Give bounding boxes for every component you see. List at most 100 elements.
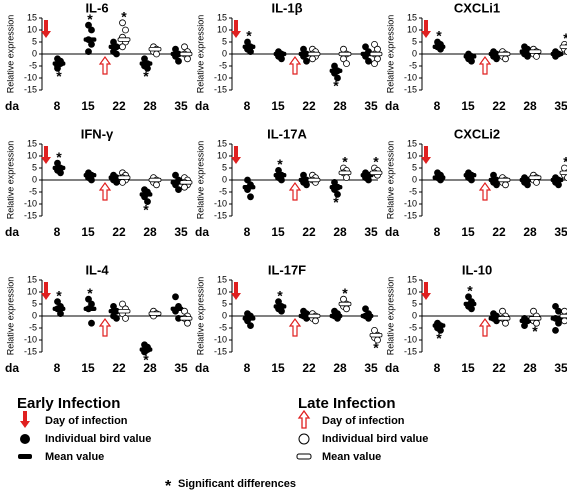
significance-marker: * — [436, 330, 442, 346]
bird-value — [310, 56, 316, 62]
significance-marker: * — [563, 30, 567, 46]
x-tick-label: 35 — [554, 99, 567, 113]
y-tick-label: -10 — [214, 334, 227, 344]
y-tick-label: 10 — [407, 286, 417, 296]
mean-value — [53, 62, 65, 66]
x-axis-label: da — [385, 361, 399, 375]
infection-arrow — [100, 319, 110, 336]
bird-value — [503, 56, 509, 62]
x-tick-label: 8 — [434, 225, 441, 239]
x-tick-label: 22 — [302, 99, 316, 113]
mean-value — [433, 45, 445, 49]
mean-value — [551, 52, 563, 56]
significance-marker: * — [333, 78, 339, 94]
infection-arrow — [290, 183, 300, 200]
bird-value — [525, 53, 531, 59]
x-tick-label: 15 — [461, 225, 475, 239]
bird-value — [469, 306, 475, 312]
x-tick-label: 22 — [302, 361, 316, 375]
bird-value — [182, 184, 188, 190]
y-tick-label: -15 — [24, 346, 37, 356]
bird-value — [372, 61, 378, 67]
x-axis-label: da — [5, 225, 19, 239]
bird-value — [525, 182, 531, 188]
y-tick-label: 5 — [222, 298, 227, 308]
x-tick-label: 15 — [81, 99, 95, 113]
y-tick-label: 0 — [32, 48, 37, 58]
x-axis-label: da — [385, 99, 399, 113]
bird-value — [89, 27, 95, 33]
bird-value — [313, 318, 319, 324]
mean-value — [370, 333, 382, 337]
y-tick-label: -10 — [404, 72, 417, 82]
x-tick-label: 35 — [174, 225, 188, 239]
mean-value — [243, 45, 255, 49]
infection-arrow — [100, 183, 110, 200]
y-tick-label: 0 — [222, 48, 227, 58]
x-axis-label: da — [5, 361, 19, 375]
x-tick-label: 35 — [174, 99, 188, 113]
bird-value — [562, 318, 567, 324]
x-tick-label: 8 — [244, 225, 251, 239]
mean-icon — [18, 454, 32, 459]
arrow-icon — [20, 411, 30, 428]
y-tick-label: 0 — [222, 174, 227, 184]
mean-value — [118, 38, 130, 42]
bird-value — [469, 177, 475, 183]
mean-value — [243, 185, 255, 189]
bird-value — [366, 58, 372, 64]
x-tick-label: 22 — [112, 225, 126, 239]
mean-value — [84, 307, 96, 311]
x-tick-label: 22 — [492, 99, 506, 113]
x-tick-label: 8 — [54, 361, 61, 375]
significance-marker: * — [373, 154, 379, 170]
mean-value — [529, 317, 541, 321]
mean-value — [149, 47, 161, 51]
y-axis-label: Relative expression — [385, 277, 395, 356]
y-tick-label: 5 — [222, 36, 227, 46]
bird-value — [176, 58, 182, 64]
y-axis-label: Relative expression — [5, 15, 15, 94]
y-tick-label: -10 — [24, 198, 37, 208]
bird-value — [114, 315, 120, 321]
significance-marker: * — [373, 340, 379, 356]
significance-marker: * — [277, 156, 283, 172]
mean-value — [84, 38, 96, 42]
mean-value — [84, 173, 96, 177]
y-tick-label: 5 — [32, 162, 37, 172]
y-tick-label: 10 — [27, 24, 37, 34]
significance-marker: * — [342, 285, 348, 301]
significance-marker: * — [333, 194, 339, 210]
y-tick-label: -5 — [29, 322, 37, 332]
mean-value — [464, 55, 476, 59]
mean-value — [330, 185, 342, 189]
y-axis-label: Relative expression — [195, 141, 205, 220]
bird-value — [366, 177, 372, 183]
bird-value — [89, 41, 95, 47]
y-tick-label: -15 — [24, 210, 37, 220]
mean-value — [274, 173, 286, 177]
y-tick-label: -5 — [409, 322, 417, 332]
significance-marker: * — [277, 287, 283, 303]
mean-value — [140, 62, 152, 66]
x-tick-label: 35 — [364, 361, 378, 375]
bird-value — [86, 49, 92, 55]
mean-value — [53, 166, 65, 170]
y-tick-label: 5 — [412, 162, 417, 172]
bird-value — [154, 51, 160, 57]
x-tick-label: 15 — [461, 99, 475, 113]
bird-value — [114, 51, 120, 57]
x-tick-label: 22 — [492, 225, 506, 239]
legend-title: Late Infection — [298, 395, 396, 412]
bird-value — [89, 177, 95, 183]
legend-label: Individual bird value — [322, 433, 428, 445]
significance-marker: * — [342, 154, 348, 170]
mean-value — [529, 50, 541, 54]
y-tick-label: 15 — [27, 138, 37, 148]
x-tick-label: 15 — [271, 225, 285, 239]
